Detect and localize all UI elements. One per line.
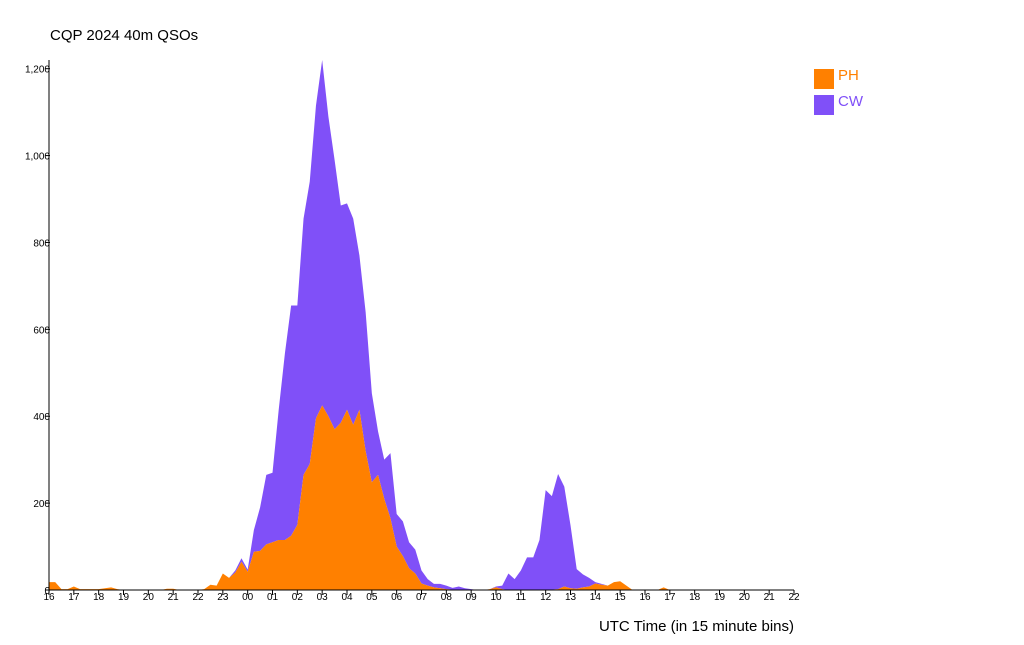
x-tick-label: 05 [366, 592, 378, 603]
x-tick-label: 12 [540, 592, 552, 603]
x-tick-label: 10 [490, 592, 502, 603]
x-tick-label: 17 [68, 592, 80, 603]
x-tick-label: 17 [664, 592, 676, 603]
y-tick-label: 0 [44, 586, 50, 597]
x-tick-label: 01 [267, 592, 279, 603]
x-tick-label: 02 [292, 592, 304, 603]
legend-item-ph: PH [814, 67, 859, 89]
y-axis-ticks: 0 200 400 600 800 1,000 1,200 [25, 65, 50, 597]
x-tick-label: 18 [689, 592, 701, 603]
x-tick-label: 20 [739, 592, 751, 603]
legend-swatch [814, 69, 834, 89]
x-tick-label: 19 [714, 592, 726, 603]
x-tick-label: 06 [391, 592, 403, 603]
y-tick-label: 200 [33, 499, 50, 510]
x-tick-label: 00 [242, 592, 254, 603]
y-tick-label: 1,000 [25, 152, 50, 163]
x-tick-label: 03 [317, 592, 329, 603]
x-tick-label: 11 [516, 592, 527, 603]
legend-label: PH [838, 67, 859, 84]
legend: PH CW [814, 67, 864, 115]
chart-title: CQP 2024 40m QSOs [50, 27, 198, 44]
y-tick-label: 800 [33, 238, 50, 249]
y-tick-label: 400 [33, 412, 50, 423]
x-tick-label: 16 [639, 592, 651, 603]
x-tick-label: 14 [590, 592, 602, 603]
area-series-ph [49, 405, 794, 590]
x-tick-label: 20 [143, 592, 155, 603]
x-tick-label: 15 [615, 592, 627, 603]
x-tick-label: 21 [168, 592, 180, 603]
legend-item-cw: CW [814, 93, 864, 115]
x-tick-label: 07 [416, 592, 428, 603]
x-tick-label: 22 [788, 592, 800, 603]
x-tick-label: 04 [341, 592, 353, 603]
legend-swatch [814, 95, 834, 115]
x-tick-label: 13 [565, 592, 577, 603]
area-series-cw [49, 60, 794, 590]
y-tick-label: 1,200 [25, 65, 50, 76]
x-tick-label: 08 [441, 592, 453, 603]
x-axis-ticks: 16 17 18 19 20 21 22 23 00 01 02 03 04 05 06 07 08 09 10 11… [43, 590, 800, 603]
x-tick-label: 22 [192, 592, 204, 603]
x-tick-label: 21 [764, 592, 776, 603]
series-layer [49, 60, 794, 590]
legend-label: CW [838, 93, 864, 110]
x-tick-label: 19 [118, 592, 130, 603]
x-tick-label: 16 [43, 592, 55, 603]
x-axis-label: UTC Time (in 15 minute bins) [599, 618, 794, 635]
x-tick-label: 18 [93, 592, 105, 603]
y-tick-label: 600 [33, 325, 50, 336]
x-tick-label: 09 [466, 592, 478, 603]
x-tick-label: 23 [217, 592, 229, 603]
